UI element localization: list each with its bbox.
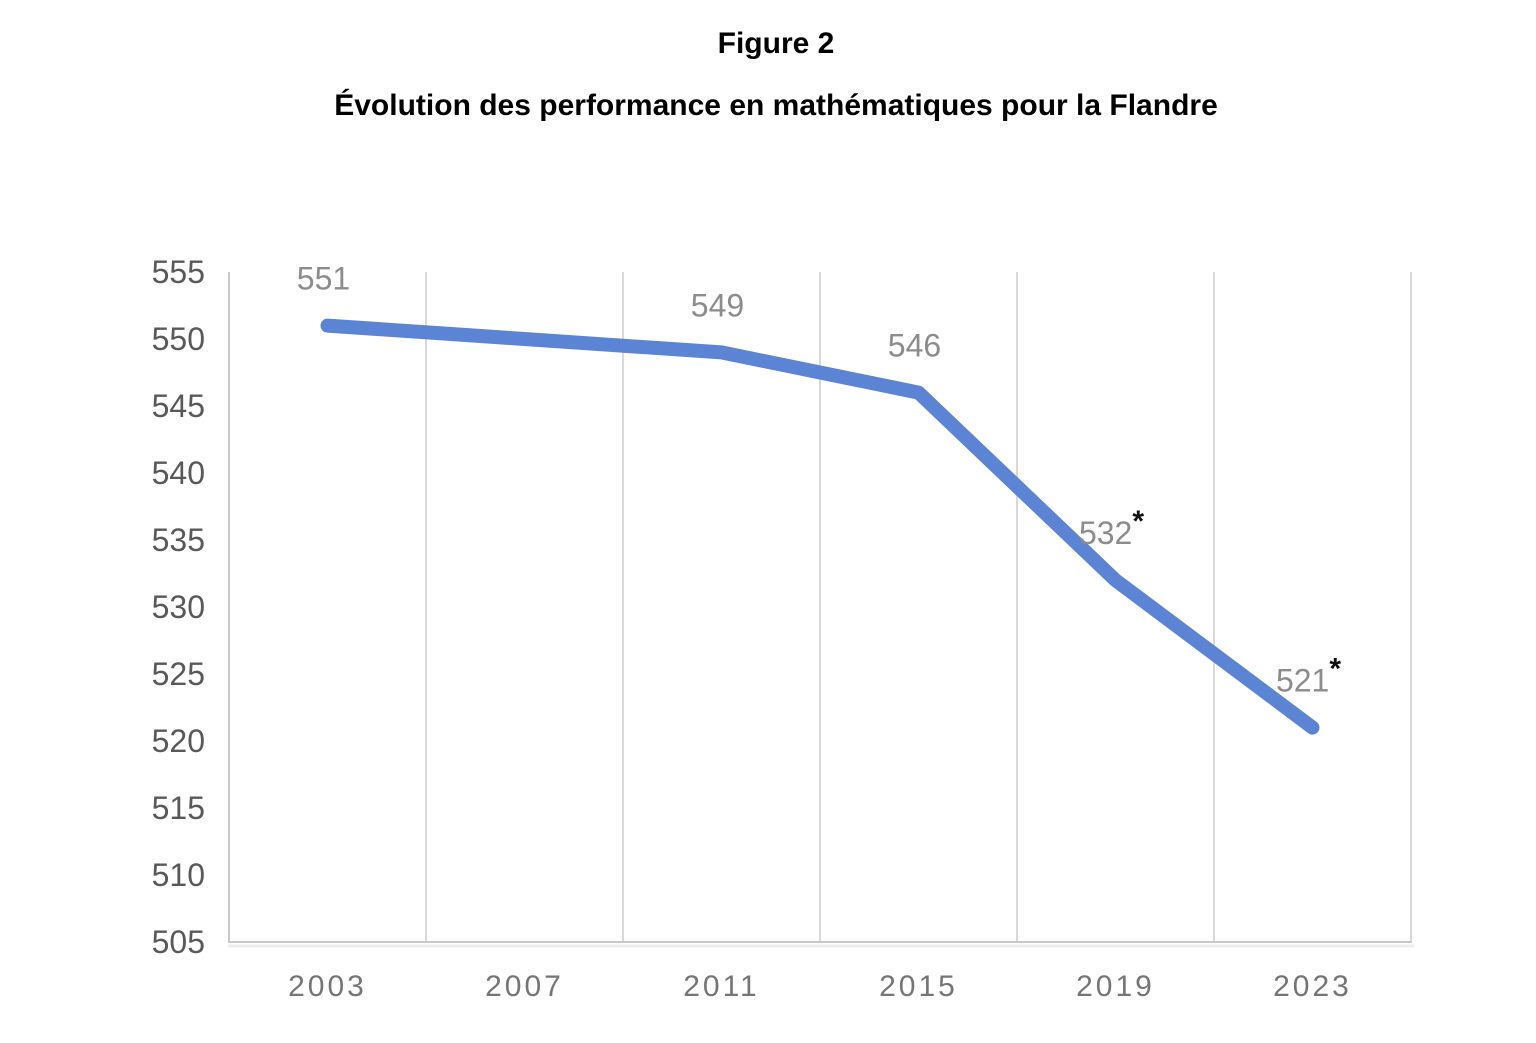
significance-asterisk: * (1132, 505, 1144, 538)
data-label: 549 (691, 287, 744, 323)
y-tick-label: 540 (152, 455, 205, 491)
x-tick-label: 2023 (1273, 970, 1352, 1003)
data-label: 546 (888, 328, 941, 364)
data-label: 532* (1079, 505, 1144, 551)
x-tick-label: 2011 (683, 970, 760, 1003)
x-tick-label: 2019 (1076, 970, 1155, 1003)
y-tick-label: 555 (152, 254, 205, 290)
y-tick-label: 525 (152, 656, 205, 692)
y-tick-label: 505 (152, 924, 205, 960)
y-tick-label: 530 (152, 589, 205, 625)
y-tick-label: 535 (152, 522, 205, 558)
series-line-flandre (320, 318, 1320, 735)
data-label: 521* (1276, 653, 1341, 699)
y-tick-label: 515 (152, 790, 205, 826)
x-tick-label: 2015 (879, 970, 958, 1003)
figure-label: Figure 2 (717, 27, 835, 60)
y-tick-label: 510 (152, 857, 205, 893)
significance-asterisk: * (1329, 653, 1341, 686)
x-tick-label: 2003 (288, 970, 367, 1003)
y-tick-label: 520 (152, 723, 205, 759)
chart-header: Figure 2 Évolution des performance en ma… (8, 0, 1536, 123)
chart-title: Évolution des performance en mathématiqu… (334, 88, 1218, 122)
x-tick-label: 2007 (485, 970, 564, 1003)
y-tick-label: 545 (152, 388, 205, 424)
y-tick-label: 550 (152, 321, 205, 357)
data-label: 551 (297, 261, 350, 297)
